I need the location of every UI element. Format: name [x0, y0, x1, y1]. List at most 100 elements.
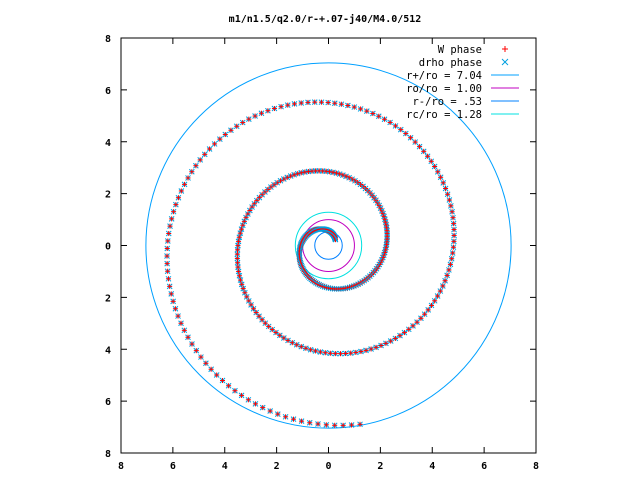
w-phase-marker — [258, 110, 264, 116]
w-phase-marker — [302, 169, 308, 175]
w-phase-marker — [185, 334, 191, 340]
w-phase-marker — [322, 350, 328, 356]
w-phase-marker — [235, 260, 241, 266]
w-phase-marker — [252, 401, 258, 407]
w-phase-marker — [432, 298, 438, 304]
w-phase-marker — [262, 320, 268, 326]
w-phase-marker — [401, 330, 407, 336]
w-phase-marker — [178, 320, 184, 326]
w-phase-marker — [283, 414, 289, 420]
x-tick-label: 6 — [481, 461, 487, 472]
w-phase-marker — [172, 306, 178, 312]
w-phase-marker — [235, 264, 241, 270]
w-phase-marker — [240, 120, 246, 126]
w-phase-marker — [299, 418, 305, 424]
reference-circle — [145, 62, 512, 429]
w-phase-marker — [234, 251, 240, 257]
w-phase-marker — [193, 348, 199, 354]
w-phase-marker — [440, 180, 446, 186]
w-phase-marker — [444, 272, 450, 278]
w-phase-marker — [228, 127, 234, 133]
w-phase-marker — [208, 366, 214, 372]
w-phase-marker — [275, 411, 281, 417]
w-phase-marker — [165, 268, 171, 274]
w-phase-marker — [207, 146, 213, 152]
w-phase-marker — [239, 392, 245, 398]
w-phase-marker — [165, 276, 171, 282]
w-phase-marker — [167, 223, 173, 229]
w-phase-marker — [451, 232, 457, 238]
w-phase-marker — [408, 135, 414, 141]
w-phase-marker — [348, 350, 354, 356]
w-phase-marker — [217, 136, 223, 142]
w-phase-marker — [437, 288, 443, 294]
w-phase-marker — [173, 202, 179, 208]
w-phase-marker — [226, 383, 232, 389]
w-phase-marker — [432, 164, 438, 170]
w-phase-marker — [451, 227, 457, 233]
w-phase-marker — [435, 293, 441, 299]
w-phase-marker — [368, 346, 374, 352]
legend-label: ro/ro = 1.00 — [406, 83, 482, 95]
w-phase-marker — [393, 123, 399, 129]
w-phase-marker — [237, 277, 243, 283]
y-tick-label: 4 — [105, 138, 111, 149]
w-phase-marker — [164, 261, 170, 267]
w-phase-marker — [312, 348, 318, 354]
w-phase-marker — [338, 101, 344, 107]
w-phase-marker — [351, 104, 357, 110]
w-phase-marker — [262, 189, 268, 195]
w-phase-marker — [417, 144, 423, 150]
w-phase-marker — [259, 317, 265, 323]
w-phase-marker — [298, 100, 304, 106]
w-phase-marker — [330, 169, 336, 175]
y-tick-label: 6 — [105, 86, 111, 97]
y-tick-label: 2 — [105, 190, 111, 201]
w-phase-marker — [370, 111, 376, 117]
w-phase-marker — [182, 181, 188, 187]
w-phase-marker — [271, 182, 277, 188]
w-phase-marker — [450, 244, 456, 250]
w-phase-marker — [353, 349, 359, 355]
w-phase-marker — [349, 422, 355, 428]
legend-swatch — [502, 46, 508, 52]
w-phase-marker — [234, 255, 240, 261]
w-phase-marker — [451, 221, 457, 227]
w-phase-marker — [189, 341, 195, 347]
w-phase-marker — [357, 421, 363, 427]
w-phase-marker — [240, 222, 246, 228]
w-phase-marker — [425, 153, 431, 159]
w-phase-marker — [295, 171, 301, 177]
w-phase-marker — [266, 323, 272, 329]
w-phase-marker — [449, 209, 455, 215]
w-phase-marker — [265, 186, 271, 192]
w-phase-marker — [285, 102, 291, 108]
w-phase-marker — [387, 119, 393, 125]
legend-label: r+/ro = 7.04 — [406, 70, 482, 82]
w-phase-marker — [212, 141, 218, 147]
w-phase-marker — [256, 195, 262, 201]
w-phase-marker — [267, 408, 273, 414]
w-phase-marker — [278, 104, 284, 110]
w-phase-marker — [443, 186, 449, 192]
w-phase-marker — [305, 99, 311, 105]
w-phase-marker — [327, 350, 333, 356]
x-tick-label: 8 — [118, 461, 124, 472]
w-phase-marker — [403, 131, 409, 137]
x-tick-label: 8 — [533, 461, 539, 472]
w-phase-marker — [418, 315, 424, 321]
w-phase-marker — [256, 313, 262, 319]
w-phase-marker — [252, 113, 258, 119]
w-phase-marker — [317, 349, 323, 355]
w-phase-marker — [181, 327, 187, 333]
w-phase-marker — [234, 123, 240, 129]
legend-label: r-/ro = .53 — [412, 96, 482, 108]
w-phase-marker — [435, 169, 441, 175]
w-phase-marker — [198, 354, 204, 360]
w-phase-marker — [449, 256, 455, 262]
w-phase-marker — [388, 338, 394, 344]
w-phase-marker — [357, 181, 363, 187]
phase-markers — [164, 99, 457, 429]
